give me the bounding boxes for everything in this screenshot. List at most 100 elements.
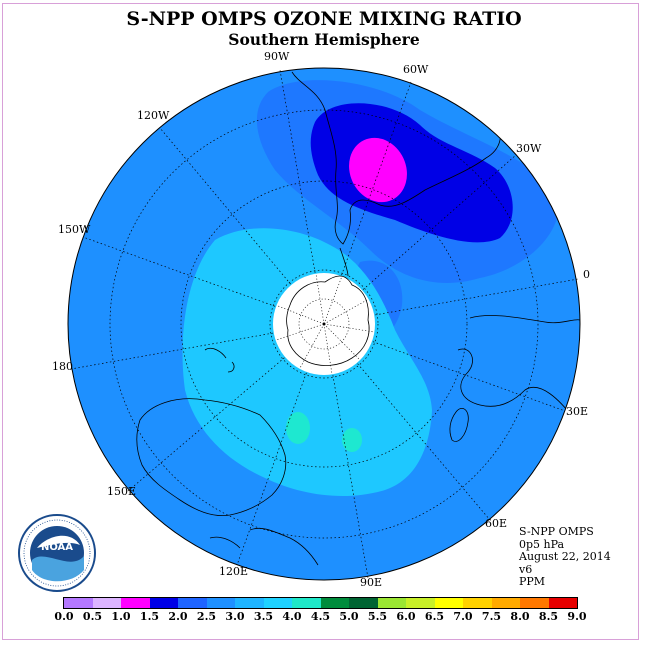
info-units: PPM <box>519 575 546 588</box>
polar-meridian-7 <box>299 323 325 369</box>
coast-africa <box>457 315 580 421</box>
meridian-90e <box>323 323 369 579</box>
meridian-30w <box>323 154 517 325</box>
colorbar-tick-label: 4.0 <box>282 610 302 623</box>
colorbar-swatch <box>121 598 150 608</box>
lon-label-60e: 60E <box>485 517 508 530</box>
lon-label-150e: 150E <box>107 485 137 498</box>
info-level: 0p5 hPa <box>519 537 565 551</box>
polar-meridian-1 <box>315 273 325 325</box>
meridian-180 <box>70 323 325 370</box>
colorbar-swatch <box>292 598 321 608</box>
colorbar-tick-label: 8.5 <box>538 610 559 623</box>
colorbar-swatch <box>406 598 435 608</box>
lon-label-30e: 30E <box>566 405 589 418</box>
info-date: August 22, 2014 <box>519 550 611 563</box>
colorbar-ticks: 0.0 0.5 1.0 1.5 2.0 2.5 3.0 3.5 4.0 4.5 5.0 5.5 6.0 6… <box>0 610 648 624</box>
lat-circle-3 <box>109 109 539 539</box>
lon-label-30w: 30W <box>516 142 542 155</box>
colorbar-tick-label: 6.0 <box>396 610 416 623</box>
lon-label-90w: 90W <box>264 50 290 63</box>
graticule <box>70 69 579 579</box>
colorbar-tick-label: 1.5 <box>139 610 160 623</box>
map-outline <box>67 67 581 581</box>
figure-title: S-NPP OMPS OZONE MIXING RATIO <box>126 8 522 30</box>
colorbar <box>63 597 578 609</box>
polar-meridian-5 <box>323 323 361 361</box>
figure-frame <box>2 3 639 640</box>
colorbar-swatch <box>491 598 520 608</box>
colorbar-swatch <box>263 598 292 608</box>
colorbar-swatch <box>434 598 463 608</box>
noaa-logo: NOAA <box>18 514 96 592</box>
info-instrument: S-NPP OMPS <box>519 525 594 538</box>
noaa-logo-text: NOAA <box>41 542 73 553</box>
coast-new-zealand <box>204 347 235 373</box>
lon-label-90e: 90E <box>360 576 383 589</box>
figure-subtitle: Southern Hemisphere <box>228 30 420 49</box>
colorbar-swatch <box>520 598 549 608</box>
colorbar-tick-label: 7.0 <box>453 610 473 623</box>
colorbar-tick-label: 5.0 <box>339 610 359 623</box>
polar-graticule <box>275 273 375 375</box>
colorbar-tick-label: 8.0 <box>510 610 530 623</box>
colorbar-tick-label: 0.5 <box>82 610 103 623</box>
lon-label-120w: 120W <box>137 109 170 122</box>
meridian-60w <box>323 81 412 325</box>
colorbar-tick-label: 9.0 <box>567 610 587 623</box>
lon-label-180: 180 <box>52 360 73 373</box>
coast-antarctic-peninsula <box>339 247 349 277</box>
colorbar-swatch <box>377 598 406 608</box>
colorbar-tick-label: 4.5 <box>310 610 331 623</box>
meridian-120w <box>159 127 325 325</box>
polar-lat-circle <box>298 298 350 350</box>
meridian-90w-90e <box>279 69 325 325</box>
lat-circle-2 <box>180 180 468 468</box>
colorbar-swatch <box>320 598 349 608</box>
colorbar-swatch <box>206 598 235 608</box>
colorbar-tick-label: 2.0 <box>168 610 188 623</box>
colorbar-tick-label: 0.0 <box>54 610 74 623</box>
pole-point <box>322 322 326 326</box>
polar-meridian-8 <box>275 323 325 341</box>
polar-meridian-6 <box>323 323 333 375</box>
colorbar-tick-label: 1.0 <box>111 610 131 623</box>
lat-circle-1 <box>269 269 379 379</box>
meridian-150w <box>82 236 325 325</box>
colorbar-swatch <box>178 598 207 608</box>
info-block: S-NPP OMPS 0p5 hPa August 22, 2014 v6 PP… <box>519 525 611 589</box>
lon-label-60w: 60W <box>403 63 429 76</box>
coast-antarctica <box>286 275 370 366</box>
coast-madagascar <box>449 408 469 442</box>
field-peak <box>349 137 407 203</box>
colorbar-swatch <box>349 598 378 608</box>
field-spot-2 <box>342 428 362 452</box>
colorbar-swatch <box>149 598 178 608</box>
polar-meridian-4 <box>323 323 375 333</box>
colorbar-swatch <box>64 598 93 608</box>
colorbar-swatch <box>463 598 492 608</box>
meridian-30e <box>323 323 566 412</box>
colorbar-tick-label: 3.0 <box>225 610 245 623</box>
lon-label-0: 0 <box>583 268 590 281</box>
coast-australia <box>136 398 287 517</box>
field-spot-1 <box>286 412 310 444</box>
colorbar-tick-label: 2.5 <box>196 610 217 623</box>
lon-label-150w: 150W <box>58 223 91 236</box>
meridian-0 <box>323 278 579 325</box>
colorbar-tick-label: 3.5 <box>253 610 274 623</box>
colorbar-swatch <box>92 598 121 608</box>
lon-label-120e: 120E <box>219 565 249 578</box>
polar-meridian-2 <box>323 275 343 325</box>
colorbar-swatch <box>548 598 577 608</box>
colorbar-tick-label: 5.5 <box>367 610 388 623</box>
meridian-60e <box>323 323 491 521</box>
meridian-150e <box>127 323 325 492</box>
field-dark-region <box>310 103 513 243</box>
meridian-120e <box>236 323 325 566</box>
colorbar-tick-label: 6.5 <box>424 610 445 623</box>
colorbar-tick-label: 7.5 <box>481 610 502 623</box>
colorbar-swatch <box>235 598 264 608</box>
info-version: v6 <box>519 562 533 576</box>
